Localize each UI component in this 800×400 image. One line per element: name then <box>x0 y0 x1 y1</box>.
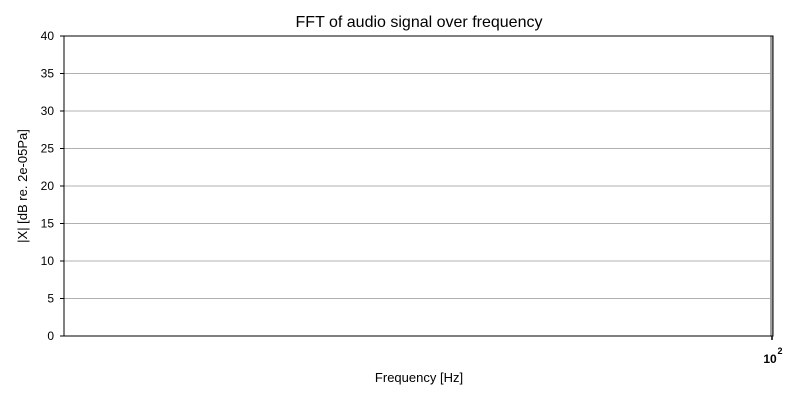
y-gridlines <box>64 73 773 299</box>
y-tick-label: 40 <box>41 29 55 43</box>
y-axis-label: |X| [dB re. 2e-05Pa] <box>15 129 30 243</box>
y-tick-label: 35 <box>41 67 55 81</box>
y-tick-label: 30 <box>41 104 55 118</box>
x-axis-label: Frequency [Hz] <box>375 370 463 385</box>
plot-series <box>770 36 773 336</box>
y-tick-label: 10 <box>41 254 55 268</box>
y-axis-ticks: 0 5 10 15 20 25 30 35 40 <box>41 29 64 343</box>
y-tick-label: 20 <box>41 179 55 193</box>
y-tick-label: 25 <box>41 142 55 156</box>
x-axis-ticks: 102 <box>763 336 783 366</box>
y-tick-label: 5 <box>47 292 54 306</box>
y-tick-label: 0 <box>47 329 54 343</box>
series-band <box>770 36 773 336</box>
chart-title: FFT of audio signal over frequency <box>296 14 543 31</box>
x-tick-label: 10 <box>763 352 777 366</box>
y-tick-label: 15 <box>41 217 55 231</box>
x-tick-exponent: 2 <box>777 346 782 356</box>
